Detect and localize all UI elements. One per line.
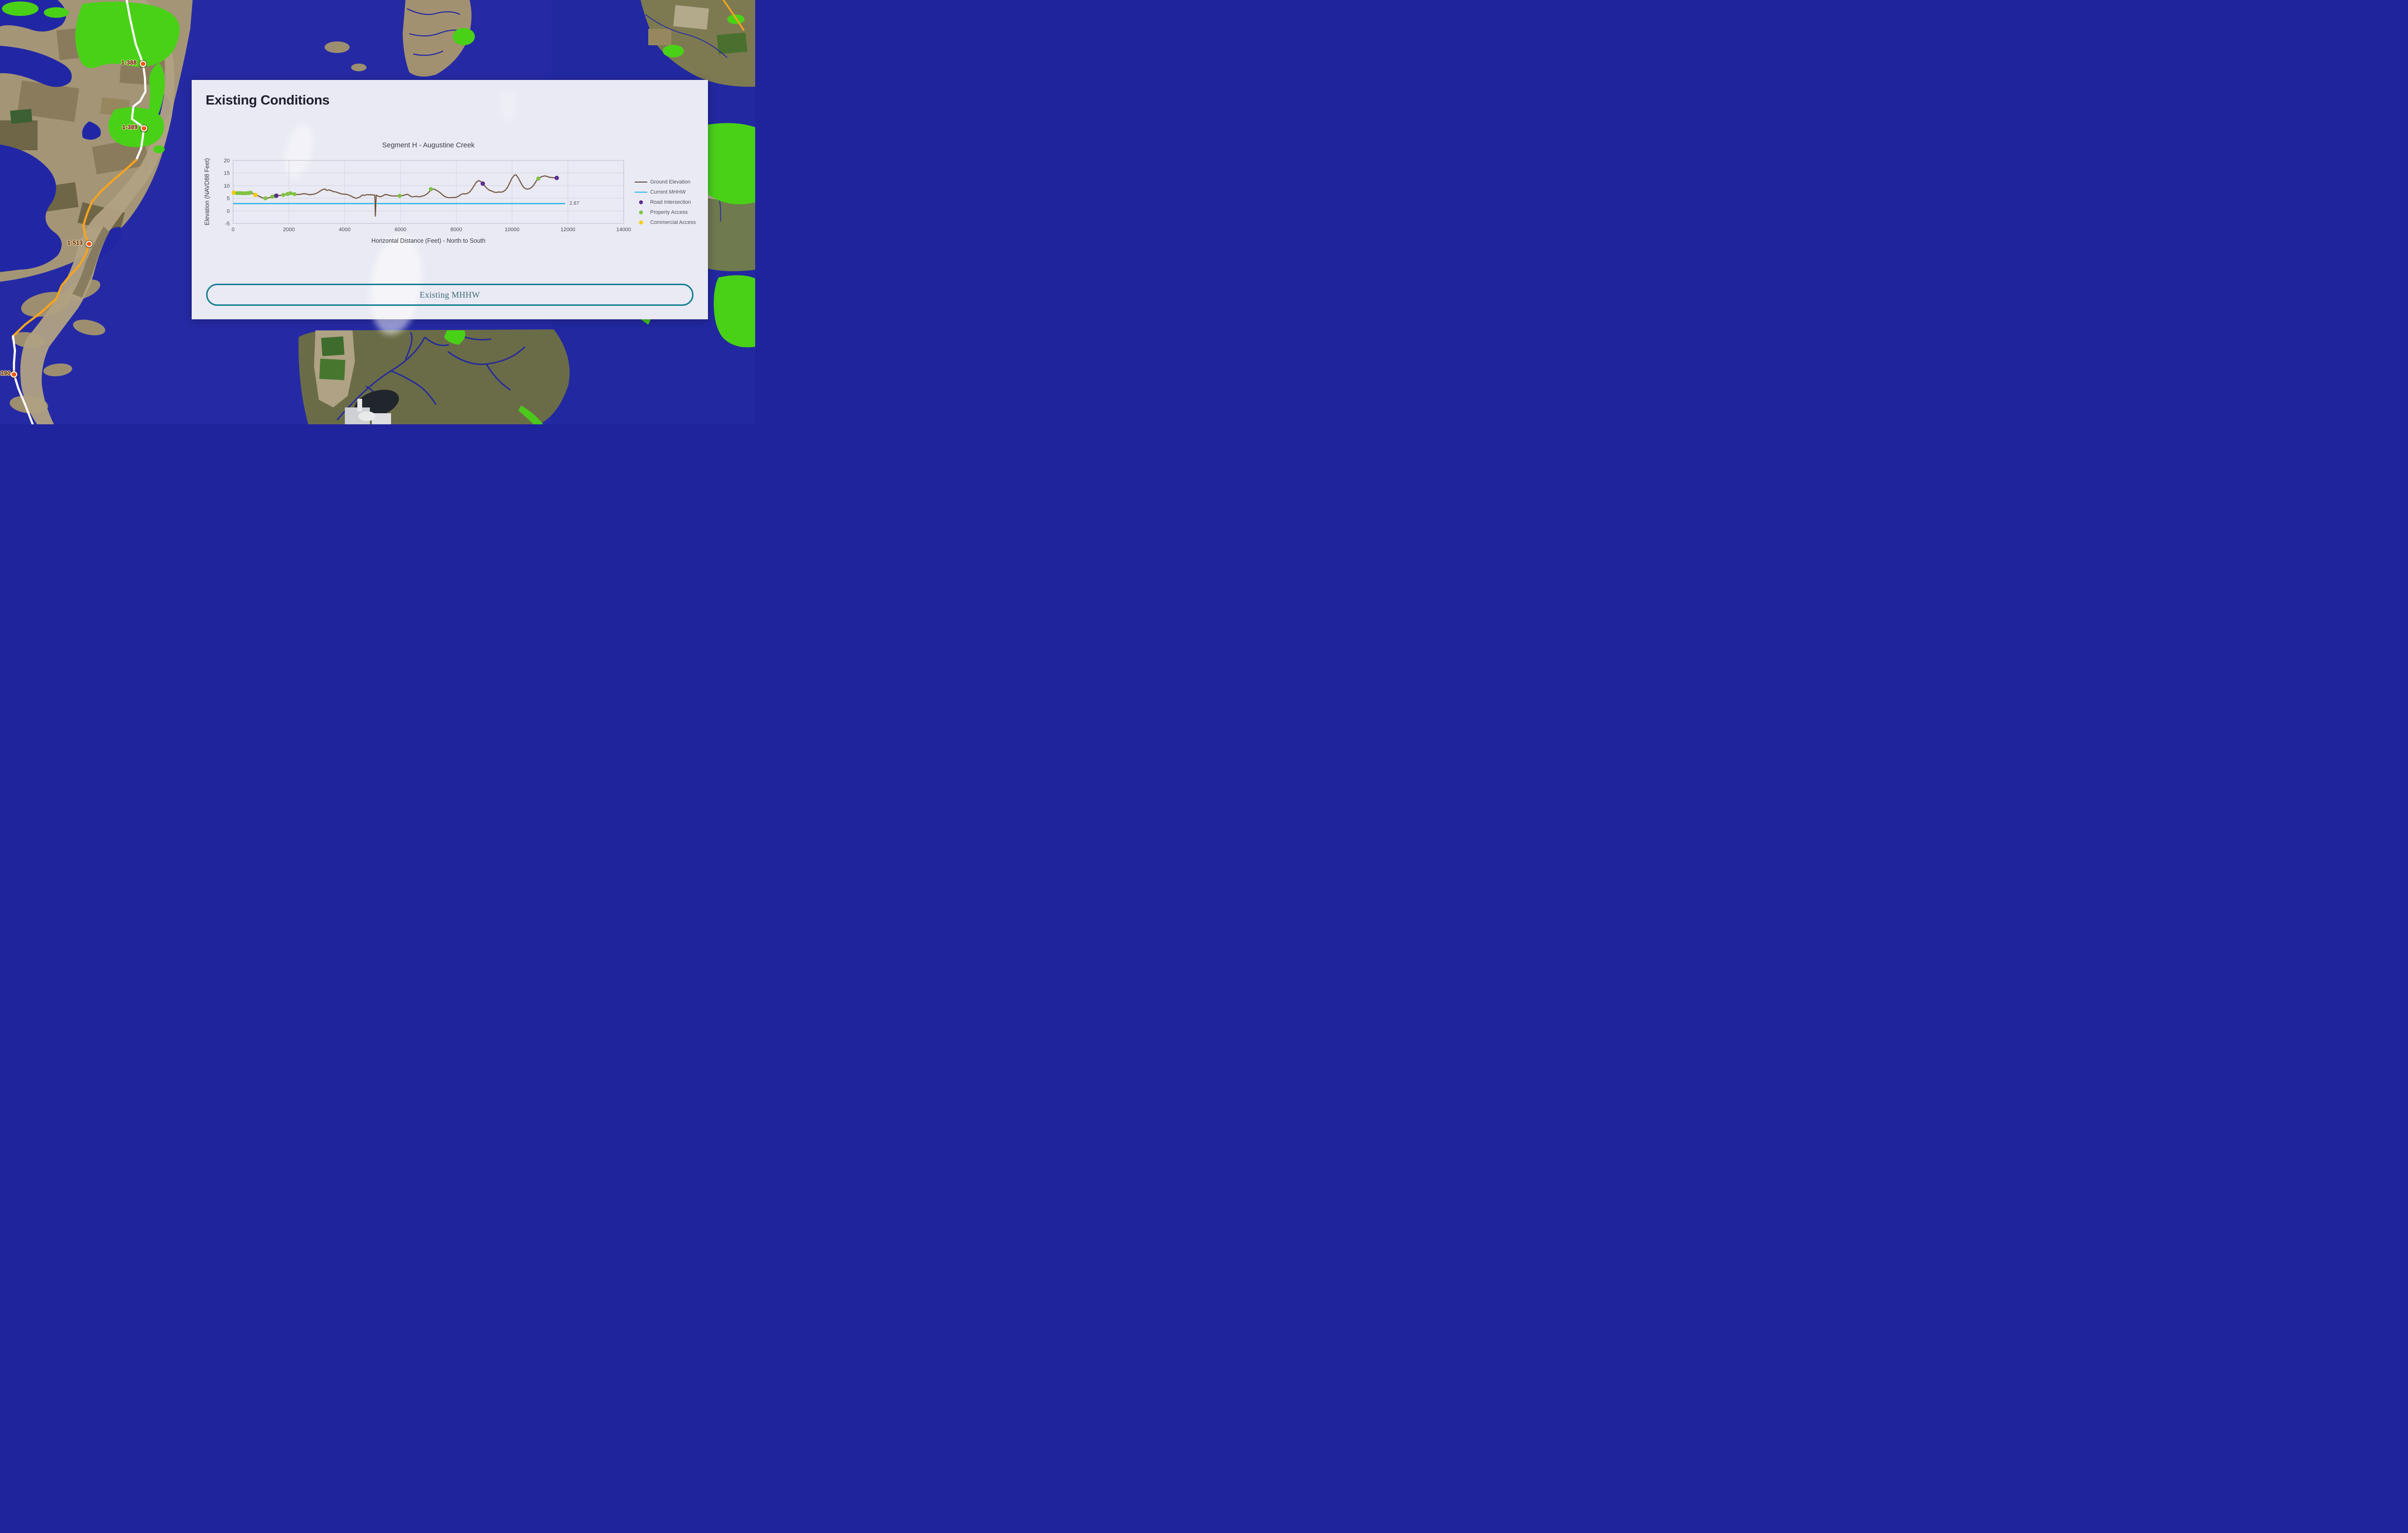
power-plant — [345, 390, 399, 424]
marsh-south — [298, 329, 570, 424]
legend-item-ground-elevation: Ground Elevation — [635, 179, 696, 185]
route-marker-dot-390[interactable] — [11, 371, 17, 378]
legend-label: Current MHHW — [650, 189, 686, 195]
route-marker-label-390: 390 — [0, 370, 11, 377]
x-axis-title: Horizontal Distance (Feet) - North to So… — [371, 237, 485, 244]
legend-item-property-access: Property Access — [635, 210, 696, 215]
route-marker-label-1-389: 1-389 — [122, 124, 138, 131]
svg-text:10000: 10000 — [505, 227, 520, 233]
legend-label: Property Access — [650, 210, 688, 215]
property-access-point — [397, 194, 402, 198]
shoreline-strip — [20, 0, 175, 424]
mhhw-value-label: 2.87 — [569, 200, 579, 206]
svg-text:6000: 6000 — [394, 227, 406, 233]
svg-text:8000: 8000 — [450, 227, 462, 233]
commercial-access-dot-swatch — [639, 221, 643, 224]
current-mhhw-line-swatch — [635, 191, 647, 193]
existing-mhhw-button[interactable]: Existing MHHW — [206, 284, 694, 306]
svg-text:10: 10 — [224, 183, 230, 189]
svg-text:4000: 4000 — [339, 227, 350, 233]
commercial-access-point — [232, 190, 236, 195]
route-marker-dot-1-389[interactable] — [141, 125, 147, 131]
commercial-access-point — [253, 193, 258, 197]
road-intersection-point — [480, 181, 485, 186]
route-marker-dot-1-513[interactable] — [86, 241, 92, 247]
legend-item-current-mhhw: Current MHHW — [635, 189, 696, 195]
property-access-point — [285, 192, 290, 196]
svg-text:0: 0 — [227, 209, 230, 214]
svg-text:15: 15 — [224, 170, 230, 176]
chart-title: Segment H - Augustine Creek — [382, 142, 475, 149]
svg-text:2000: 2000 — [283, 227, 295, 233]
svg-text:-5: -5 — [225, 221, 230, 227]
road-intersection-point — [554, 175, 559, 181]
property-access-point — [241, 191, 245, 196]
route-marker-label-1-388: 1-388 — [121, 59, 137, 66]
legend-item-commercial-access: Commercial Access — [635, 220, 696, 225]
road-intersection-point — [274, 193, 279, 198]
route-line-northeast — [722, 0, 745, 31]
ground-elevation-line-swatch — [635, 181, 647, 183]
road-intersection-dot-swatch — [639, 200, 643, 204]
property-access-point — [263, 196, 268, 201]
property-access-point — [288, 191, 293, 196]
svg-text:20: 20 — [224, 158, 230, 164]
svg-text:5: 5 — [227, 196, 230, 202]
property-access-point — [536, 176, 540, 181]
flood-overlay-green — [2, 1, 180, 153]
svg-text:12000: 12000 — [561, 227, 576, 233]
existing-conditions-panel: Existing Conditions Segment H - Augustin… — [192, 80, 708, 339]
property-access-point — [281, 193, 286, 197]
property-access-point — [429, 187, 433, 191]
property-access-dot-swatch — [639, 210, 643, 214]
route-marker-dot-1-388[interactable] — [140, 61, 146, 67]
legend-label: Ground Elevation — [650, 179, 691, 185]
legend-label: Road Intersection — [650, 199, 691, 205]
legend-item-road-intersection: Road Intersection — [635, 199, 696, 205]
app-stage: 1-388 1-389 1-513 390 Existing Condition… — [0, 0, 755, 424]
route-white-north — [125, 0, 147, 161]
property-access-point — [292, 192, 297, 197]
legend-label: Commercial Access — [650, 220, 696, 225]
page-title: Existing Conditions — [206, 92, 330, 107]
svg-text:14000: 14000 — [616, 227, 631, 233]
property-access-point — [249, 190, 253, 195]
svg-text:0: 0 — [232, 227, 235, 233]
route-marker-label-1-513: 1-513 — [67, 239, 83, 246]
chart-legend: Ground Elevation Current MHHW Road Inter… — [635, 179, 696, 225]
